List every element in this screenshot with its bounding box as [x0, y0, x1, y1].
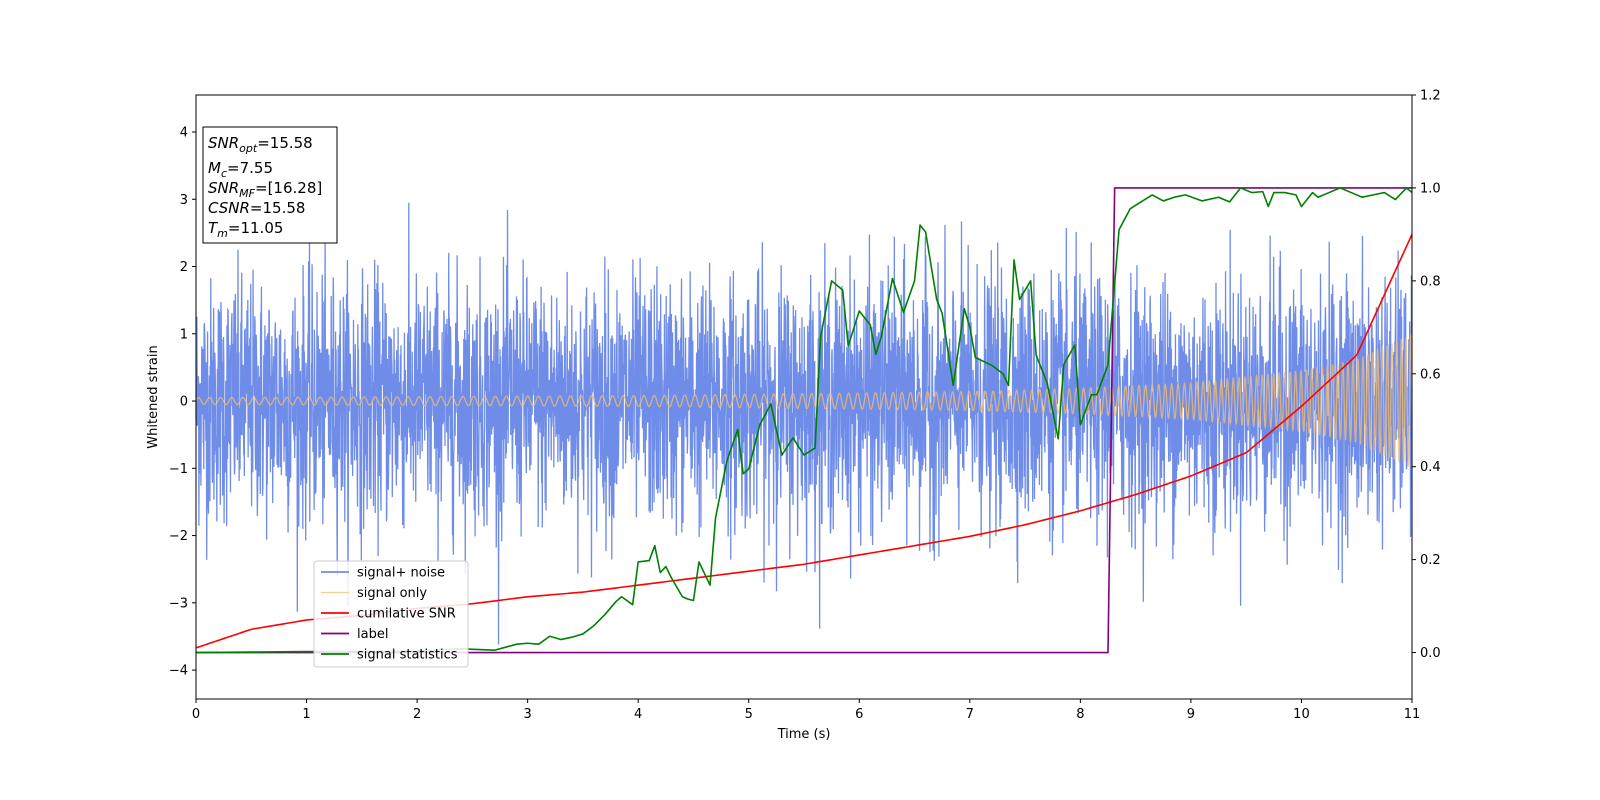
- y-tick-label: −3: [169, 596, 188, 611]
- series-label: [196, 187, 1412, 654]
- x-tick-label: 0: [192, 707, 200, 722]
- y-tick-label: 2: [180, 260, 188, 275]
- y-tick-label: −2: [169, 529, 188, 544]
- y-tick-label: 0: [180, 395, 188, 410]
- y2-tick-label: 1.2: [1420, 89, 1441, 104]
- x-axis-label: Time (s): [777, 727, 831, 742]
- y2-tick-label: 0.4: [1420, 460, 1441, 475]
- y-tick-label: 1: [180, 327, 188, 342]
- x-tick-label: 1: [302, 707, 310, 722]
- x-tick-label: 6: [855, 707, 863, 722]
- legend-entry: signal statistics: [357, 648, 458, 663]
- series-signal-statistics: [195, 187, 1413, 654]
- plot-frame: [195, 94, 1413, 700]
- series-signal-only: [195, 334, 1413, 467]
- annotation-line: Mc=7.55: [208, 159, 273, 180]
- annotation-line: Tm=11.05: [208, 219, 283, 240]
- snr-annotation-box: SNRopt=15.58 Mc=7.55SNRMF=[16.28]CSNR=15.…: [202, 126, 338, 244]
- annotation-line: CSNR=15.58: [208, 199, 305, 217]
- y-axis-left: 4 3 2 1 0 −1 −2 −3 −4: [169, 125, 196, 679]
- y2-tick-label: 0.0: [1420, 646, 1441, 661]
- y2-tick-label: 0.6: [1420, 367, 1441, 382]
- y-axis-right: 1.2 1.0 0.8 0.6 0.4 0.2 0.0: [1412, 89, 1441, 661]
- legend-entry: label: [357, 627, 388, 642]
- x-tick-label: 10: [1293, 707, 1310, 722]
- x-tick-label: 4: [634, 707, 642, 722]
- annotation-line: SNRMF=[16.28]: [208, 179, 322, 200]
- x-tick-label: 3: [523, 707, 531, 722]
- y-axis-label: Whitened strain: [146, 345, 161, 448]
- y-tick-label: −1: [169, 462, 188, 477]
- signal-only-line: [195, 334, 1413, 467]
- y2-tick-label: 0.8: [1420, 274, 1441, 289]
- legend-entry: cumilative SNR: [357, 607, 456, 622]
- label-line: [196, 187, 1412, 654]
- x-tick-label: 8: [1076, 707, 1084, 722]
- x-tick-label: 5: [745, 707, 753, 722]
- y-tick-label: −4: [169, 664, 188, 679]
- y-tick-label: 3: [180, 193, 188, 208]
- legend-entry: signal+ noise: [357, 566, 445, 581]
- series-signal-noise: [195, 202, 1413, 645]
- annotation-line: SNRopt=15.58: [208, 134, 313, 155]
- y2-tick-label: 1.0: [1420, 181, 1441, 196]
- signal-noise-line: [195, 202, 1413, 645]
- x-axis: 0 1 2 3 4 5 6 7 8 9 10 11: [192, 699, 1420, 722]
- x-tick-label: 11: [1404, 707, 1421, 722]
- legend: signal+ noise signal only cumilative SNR la…: [313, 560, 469, 668]
- x-tick-label: 2: [413, 707, 421, 722]
- x-tick-label: 7: [966, 707, 974, 722]
- y-tick-label: 4: [180, 125, 188, 140]
- legend-entry: signal only: [357, 586, 427, 601]
- stats-line: [195, 187, 1413, 654]
- x-tick-label: 9: [1187, 707, 1195, 722]
- y2-tick-label: 0.2: [1420, 553, 1441, 568]
